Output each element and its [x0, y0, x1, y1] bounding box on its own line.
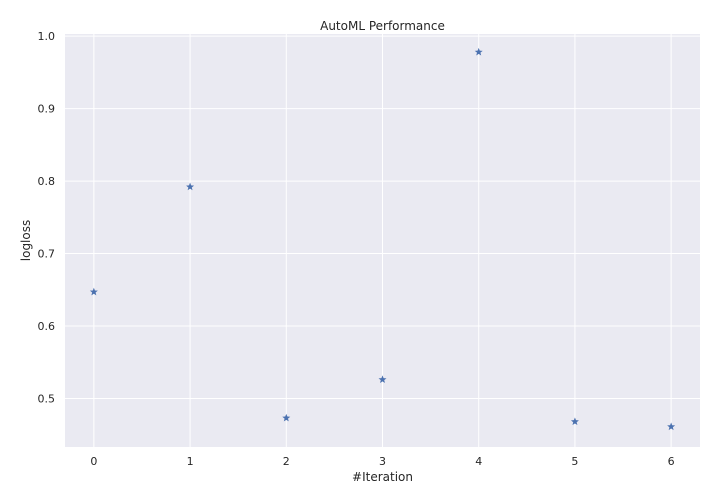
y-tick-label: 0.9 [38, 103, 56, 116]
chart-title: AutoML Performance [320, 19, 445, 33]
x-axis-label: #Iteration [352, 470, 413, 484]
x-tick-labels: 0 1 2 3 4 5 6 [90, 455, 674, 468]
y-tick-label: 0.7 [38, 248, 56, 261]
x-tick-label: 5 [571, 455, 578, 468]
data-point [186, 182, 195, 191]
data-points [89, 47, 676, 431]
y-tick-label: 0.5 [38, 392, 56, 405]
data-point [474, 47, 483, 56]
data-point [667, 422, 676, 431]
grid [65, 34, 700, 447]
data-point [282, 413, 291, 422]
x-tick-label: 2 [283, 455, 290, 468]
y-axis-label: logloss [19, 220, 33, 261]
y-tick-label: 1.0 [38, 30, 56, 43]
x-tick-label: 4 [475, 455, 482, 468]
x-tick-label: 1 [187, 455, 194, 468]
x-tick-label: 3 [379, 455, 386, 468]
y-tick-label: 0.6 [38, 320, 56, 333]
data-point [378, 375, 387, 384]
y-tick-labels: 0.5 0.6 0.7 0.8 0.9 1.0 [38, 30, 56, 405]
x-tick-label: 6 [668, 455, 675, 468]
x-tick-label: 0 [90, 455, 97, 468]
data-point [570, 417, 579, 426]
y-tick-label: 0.8 [38, 175, 56, 188]
data-point [89, 287, 98, 296]
